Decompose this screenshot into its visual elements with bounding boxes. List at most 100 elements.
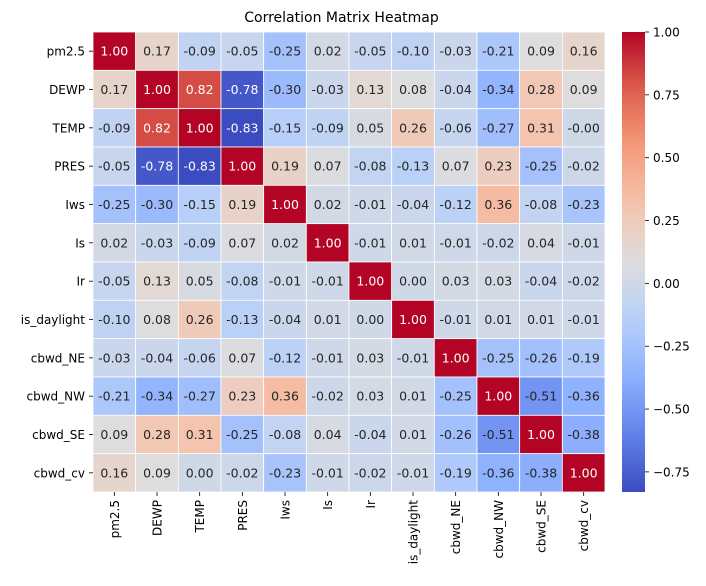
row-label: pm2.5: [47, 45, 85, 59]
heatmap-cell: [519, 299, 563, 340]
heatmap-cell: [135, 338, 179, 378]
heatmap-cell: [177, 184, 222, 225]
cell-value-label: -0.19: [439, 465, 471, 480]
cell-value-label: 1.00: [186, 120, 214, 135]
cell-value-label: -0.04: [439, 82, 471, 97]
heatmap-cell: [177, 299, 222, 340]
cell-value-label: -0.25: [439, 389, 471, 404]
heatmap-cell: [220, 223, 265, 263]
heatmap-cell: [92, 223, 137, 263]
heatmap-cell: [476, 261, 521, 301]
heatmap-cell: [561, 108, 606, 148]
heatmap-cell: [519, 414, 563, 455]
cell-value-label: -0.21: [482, 44, 514, 59]
heatmap-cell: [220, 299, 265, 340]
cell-value-label: 0.01: [484, 312, 512, 327]
heatmap-cell: [135, 261, 179, 301]
heatmap-cell: [561, 146, 606, 186]
heatmap-cell: [177, 338, 222, 378]
heatmap-cell: [476, 453, 521, 493]
cell-value-label: 1.00: [100, 44, 128, 59]
heatmap-cell: [92, 31, 137, 71]
cell-value-label: 0.00: [399, 274, 427, 289]
cell-value-label: 0.09: [143, 465, 171, 480]
cell-value-label: 0.00: [356, 312, 384, 327]
heatmap-cell: [135, 414, 179, 455]
heatmap-cell: [263, 299, 307, 340]
heatmap-cell: [519, 69, 563, 110]
cell-value-label: -0.04: [354, 427, 386, 442]
heatmap-cell: [519, 184, 563, 225]
cell-value-label: 0.07: [314, 159, 342, 174]
heatmap-cell: [476, 223, 521, 263]
heatmap-cell: [135, 69, 179, 110]
heatmap-cell: [433, 69, 478, 110]
cell-value-label: -0.01: [311, 465, 343, 480]
cell-value-label: -0.38: [567, 427, 599, 442]
cell-value-label: 0.19: [228, 197, 256, 212]
cell-value-label: -0.05: [226, 44, 258, 59]
heatmap-cell: [92, 146, 137, 186]
heatmap-cell: [135, 31, 179, 71]
cell-value-label: -0.05: [354, 44, 386, 59]
heatmap-cell: [305, 414, 350, 455]
cell-value-label: -0.04: [269, 312, 301, 327]
heatmap-cell: [476, 69, 521, 110]
heatmap-cell: [348, 146, 393, 186]
heatmap-cell: [177, 414, 222, 455]
cell-value-label: 0.08: [399, 82, 427, 97]
cell-value-label: 0.19: [271, 159, 299, 174]
cell-value-label: -0.00: [567, 120, 599, 135]
heatmap-cell: [519, 261, 563, 301]
cell-value-label: -0.09: [183, 235, 215, 250]
row-label: cbwd_NW: [27, 390, 86, 404]
cell-value-label: 0.02: [271, 235, 299, 250]
cell-value-label: -0.02: [311, 389, 343, 404]
cell-value-label: -0.27: [482, 120, 514, 135]
heatmap-cell: [177, 31, 222, 71]
cell-value-label: -0.03: [141, 235, 173, 250]
cell-value-label: 0.01: [399, 427, 427, 442]
heatmap-cell: [348, 223, 393, 263]
cell-value-label: 0.05: [186, 274, 214, 289]
heatmap-cell: [561, 376, 606, 416]
heatmap-cell: [391, 376, 435, 416]
cell-value-label: -0.03: [98, 350, 130, 365]
heatmap-cell: [177, 261, 222, 301]
cell-value-label: -0.15: [183, 197, 215, 212]
heatmap-cell: [305, 453, 350, 493]
heatmap-cell: [391, 223, 435, 263]
heatmap-cell: [263, 261, 307, 301]
row-label: is_daylight: [21, 313, 86, 327]
cell-value-label: -0.08: [525, 197, 557, 212]
heatmap-cell: [177, 453, 222, 493]
row-label: Iws: [65, 198, 85, 212]
column-label: is_daylight: [407, 500, 421, 565]
heatmap-cell: [561, 299, 606, 340]
row-label: PRES: [54, 160, 85, 174]
row-label: cbwd_cv: [34, 466, 85, 480]
cell-value-label: 0.03: [356, 350, 384, 365]
cell-value-label: -0.26: [525, 350, 557, 365]
column-label: TEMP: [193, 500, 207, 534]
cell-value-label: -0.34: [482, 82, 514, 97]
cell-value-label: 0.02: [314, 44, 342, 59]
column-label: Is: [321, 500, 335, 510]
cell-value-label: 0.31: [186, 427, 214, 442]
row-label: cbwd_SE: [32, 428, 85, 442]
chart-title: Correlation Matrix Heatmap: [244, 10, 439, 26]
cell-value-label: -0.01: [311, 350, 343, 365]
cell-value-label: -0.10: [98, 312, 130, 327]
heatmap-cell: [305, 184, 350, 225]
column-labels: pm2.5 DEWP TEMP PRES Iws Is Ir is_daylight cbwd_…: [108, 492, 591, 564]
cell-value-label: 0.28: [143, 427, 171, 442]
heatmap-cell: [92, 184, 137, 225]
heatmap-cell: [561, 69, 606, 110]
cell-value-label: 0.01: [527, 312, 555, 327]
cell-value-label: 0.23: [484, 159, 512, 174]
cell-value-label: -0.02: [354, 465, 386, 480]
heatmap-cell: [561, 414, 606, 455]
heatmap-cell: [561, 261, 606, 301]
cell-value-label: 1.00: [527, 427, 555, 442]
column-label: cbwd_cv: [577, 500, 591, 551]
